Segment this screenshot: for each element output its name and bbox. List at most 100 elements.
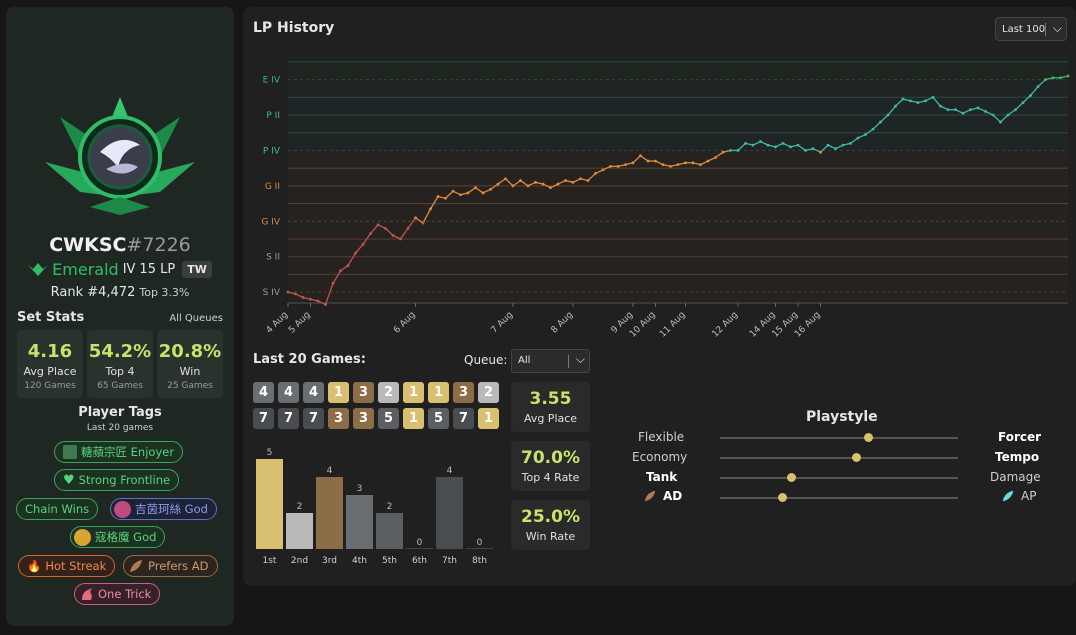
- lp-point: [406, 226, 410, 230]
- stat-value: 25.0%: [521, 507, 580, 527]
- lp-line-segment: [332, 270, 342, 284]
- x-tick-label: 5 Aug: [287, 310, 313, 336]
- lp-point: [999, 120, 1002, 124]
- placement-badge[interactable]: 1: [403, 382, 424, 403]
- playstyle-slider-economy-tempo: [720, 453, 958, 462]
- lp-point: [451, 189, 455, 193]
- lp-point: [871, 127, 875, 131]
- lp-point: [429, 207, 432, 211]
- win-stat: 20.8% Win 25 Games: [157, 330, 223, 398]
- fire-icon: 🔥: [27, 559, 42, 573]
- placement-badge[interactable]: 1: [403, 408, 424, 429]
- placement-badge[interactable]: 4: [253, 382, 274, 403]
- tag-label: Hot Streak: [45, 559, 107, 573]
- y-tick-label: P II: [266, 111, 280, 121]
- tag-label: Strong Frontline: [78, 473, 171, 487]
- lp-line-segment: [715, 151, 724, 159]
- playstyle-slider-tank-damage: [720, 473, 958, 482]
- playstyle-ad-label-wrap: AD: [643, 489, 682, 503]
- queue-select[interactable]: All ⌵: [511, 349, 590, 373]
- placement-badge[interactable]: 7: [453, 408, 474, 429]
- placement-badge[interactable]: 1: [478, 408, 499, 429]
- lp-point: [714, 156, 717, 159]
- profile-panel: CWKSC#7226 Emerald IV 15 LP TW Rank #4,4…: [6, 7, 234, 626]
- ad-feather-icon: [130, 560, 142, 572]
- stat-label: Avg Place: [523, 412, 578, 425]
- distribution-bar: [286, 513, 313, 549]
- lp-point: [856, 136, 860, 140]
- lp-line-segment: [475, 187, 484, 194]
- lp-point: [1021, 101, 1025, 104]
- bar-category-label: 6th: [412, 556, 427, 566]
- lp-point: [819, 150, 822, 154]
- distribution-bar: [436, 477, 463, 549]
- tag-enjoyer[interactable]: 糖蘋宗匠 Enjoyer: [54, 441, 184, 463]
- y-tick-label: S IV: [263, 288, 281, 298]
- distribution-bar: [406, 548, 433, 549]
- placement-badge[interactable]: 7: [278, 408, 299, 429]
- tag-chain-wins[interactable]: Chain Wins: [16, 498, 99, 520]
- lp-point: [729, 149, 732, 152]
- lp-point: [346, 264, 350, 267]
- placement-badge[interactable]: 1: [328, 382, 349, 403]
- tag-label: 吉茵珂絲 God: [135, 502, 208, 516]
- slider-knob: [851, 453, 861, 462]
- lp-point: [391, 234, 395, 237]
- lp-point: [706, 159, 710, 163]
- placement-badge[interactable]: 4: [303, 382, 324, 403]
- lp-line-segment: [992, 114, 1001, 123]
- queue-label: Queue:: [464, 353, 508, 367]
- placement-badge[interactable]: 1: [428, 382, 449, 403]
- playstyle-right-label: Damage: [990, 470, 1041, 484]
- lp-line-segment: [640, 155, 649, 162]
- lp-point: [781, 141, 785, 145]
- placement-badge[interactable]: 2: [478, 382, 499, 403]
- stat-label: Top 4 Rate: [521, 471, 580, 484]
- tag-strong-frontline[interactable]: ♥ Strong Frontline: [54, 469, 180, 491]
- placement-badge[interactable]: 7: [303, 408, 324, 429]
- lp-point: [594, 172, 597, 175]
- emerald-emblem-icon: [45, 97, 195, 215]
- placement-badge[interactable]: 3: [453, 382, 474, 403]
- lp-point: [834, 147, 837, 151]
- lp-point: [309, 297, 312, 301]
- placement-badge[interactable]: 2: [378, 382, 399, 403]
- tag-one-trick[interactable]: One Trick: [74, 583, 161, 605]
- lp-point: [766, 143, 770, 147]
- ladder-rank: Rank #4,472 Top 3.3%: [6, 285, 234, 300]
- tag-prefers-ad[interactable]: Prefers AD: [123, 555, 218, 577]
- lp-range-select[interactable]: Last 100 ⌵: [995, 17, 1067, 41]
- lp-point: [969, 108, 972, 112]
- placement-badge[interactable]: 3: [328, 408, 349, 429]
- lp-point: [571, 180, 575, 184]
- tag-hot-streak[interactable]: 🔥 Hot Streak: [18, 555, 116, 577]
- league-points: 15 LP: [139, 262, 176, 277]
- placement-badge[interactable]: 3: [353, 382, 374, 403]
- distribution-bar: [256, 459, 283, 549]
- tag-label: One Trick: [98, 587, 152, 601]
- lp-point: [1029, 94, 1032, 97]
- lp-point: [1044, 78, 1047, 81]
- lp-line-segment: [1000, 114, 1009, 123]
- lp-point: [946, 108, 950, 112]
- bar-category-label: 2nd: [291, 556, 308, 566]
- stat-label: Win: [179, 365, 201, 378]
- tag-champion-god-2[interactable]: 寇格魔 God: [70, 526, 166, 548]
- lp-line-segment: [490, 183, 499, 190]
- player-tags-title: Player Tags: [78, 405, 162, 420]
- lp-line-segment: [467, 187, 476, 194]
- region-badge: TW: [182, 261, 212, 278]
- x-tick-label: 4 Aug: [265, 310, 291, 336]
- lp-point: [751, 143, 755, 147]
- lp-history-title: LP History: [253, 20, 335, 36]
- placement-badge[interactable]: 7: [253, 408, 274, 429]
- all-queues-link[interactable]: All Queues: [169, 313, 223, 324]
- tag-champion-god[interactable]: 吉茵珂絲 God: [110, 498, 217, 520]
- placement-badge[interactable]: 4: [278, 382, 299, 403]
- lp-point: [759, 140, 762, 143]
- placement-badge[interactable]: 3: [353, 408, 374, 429]
- stat-label: Win Rate: [525, 530, 576, 543]
- placement-badge[interactable]: 5: [428, 408, 449, 429]
- placement-badge[interactable]: 5: [378, 408, 399, 429]
- lp-point: [864, 133, 867, 136]
